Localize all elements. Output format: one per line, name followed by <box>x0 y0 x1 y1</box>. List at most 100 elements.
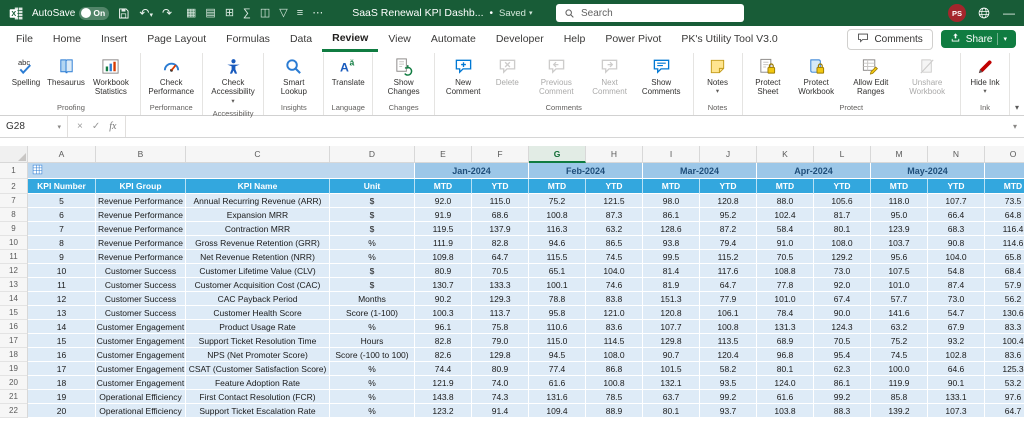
cell-value[interactable]: 109.8 <box>415 250 472 264</box>
cell-value[interactable]: 64.7 <box>700 278 757 292</box>
cell-value[interactable]: 87.4 <box>928 278 985 292</box>
cell-value[interactable]: 73.0 <box>814 264 871 278</box>
cell-value[interactable]: 63.2 <box>871 320 928 334</box>
header-ytd[interactable]: YTD <box>472 179 529 194</box>
cell-kpi-number[interactable]: 17 <box>28 362 96 376</box>
cell-A1[interactable] <box>28 163 415 179</box>
cell-value[interactable]: 117.6 <box>700 264 757 278</box>
cell-value[interactable]: 137.9 <box>472 222 529 236</box>
cell-value[interactable]: 125.3 <box>985 362 1024 376</box>
cell-value[interactable]: 61.6 <box>529 376 586 390</box>
cell-value[interactable]: 103.8 <box>757 404 814 418</box>
month-header-may-2024[interactable]: May-2024 <box>871 163 985 179</box>
cell-unit[interactable]: % <box>330 390 415 404</box>
cell-value[interactable]: 103.7 <box>871 236 928 250</box>
cell-kpi-group[interactable]: Customer Success <box>96 278 186 292</box>
row-header-10[interactable]: 10 <box>0 236 28 250</box>
cell-value[interactable]: 75.2 <box>871 334 928 348</box>
header-mtd[interactable]: MTD <box>529 179 586 194</box>
cell-value[interactable]: 64.8 <box>985 208 1024 222</box>
cell-kpi-number[interactable]: 20 <box>28 404 96 418</box>
collapse-ribbon-icon[interactable]: ▾ <box>1014 103 1019 112</box>
header-ytd[interactable]: YTD <box>586 179 643 194</box>
month-header-jan-2024[interactable]: Jan-2024 <box>415 163 529 179</box>
share-button[interactable]: Share ▾ <box>940 30 1016 48</box>
cell-value[interactable]: 115.0 <box>529 334 586 348</box>
row-header-13[interactable]: 13 <box>0 278 28 292</box>
cell-value[interactable]: 57.7 <box>871 292 928 306</box>
cell-kpi-group[interactable]: Revenue Performance <box>96 250 186 264</box>
cell-value[interactable]: 74.4 <box>415 362 472 376</box>
cell-kpi-number[interactable]: 16 <box>28 348 96 362</box>
cell-kpi-name[interactable]: NPS (Net Promoter Score) <box>186 348 330 362</box>
cell-value[interactable]: 54.8 <box>928 264 985 278</box>
cell-kpi-group[interactable]: Customer Engagement <box>96 362 186 376</box>
cell-kpi-group[interactable]: Customer Engagement <box>96 320 186 334</box>
cell-value[interactable]: 100.8 <box>586 376 643 390</box>
cell-value[interactable]: 65.1 <box>529 264 586 278</box>
cell-value[interactable]: 70.5 <box>757 250 814 264</box>
cell-kpi-name[interactable]: Feature Adoption Rate <box>186 376 330 390</box>
cell-kpi-group[interactable]: Revenue Performance <box>96 194 186 208</box>
cell-value[interactable]: 120.8 <box>643 306 700 320</box>
cell-value[interactable]: 111.9 <box>415 236 472 250</box>
avatar[interactable]: PS <box>948 4 966 22</box>
cell-value[interactable]: 82.8 <box>415 334 472 348</box>
cell-value[interactable]: 100.8 <box>700 320 757 334</box>
cell-value[interactable]: 99.5 <box>643 250 700 264</box>
cell-value[interactable]: 62.3 <box>814 362 871 376</box>
column-header-B[interactable]: B <box>96 146 186 163</box>
row-header-9[interactable]: 9 <box>0 222 28 236</box>
cell-value[interactable]: 53.2 <box>985 376 1024 390</box>
tab-home[interactable]: Home <box>52 33 81 45</box>
cell-value[interactable]: 74.3 <box>472 390 529 404</box>
thesaurus-button[interactable]: Thesaurus <box>46 55 86 89</box>
cell-value[interactable]: 65.8 <box>985 250 1024 264</box>
cell-value[interactable]: 82.6 <box>415 348 472 362</box>
column-header-D[interactable]: D <box>330 146 415 163</box>
redo-icon[interactable]: ↷ <box>161 6 173 20</box>
cell-value[interactable]: 95.4 <box>814 348 871 362</box>
protect-workbook-button[interactable]: Protect Workbook <box>789 55 843 99</box>
cell-value[interactable]: 115.2 <box>700 250 757 264</box>
cell-value[interactable]: 141.6 <box>871 306 928 320</box>
cell-value[interactable]: 90.7 <box>643 348 700 362</box>
cell-value[interactable]: 77.4 <box>529 362 586 376</box>
cell-value[interactable]: 99.2 <box>814 390 871 404</box>
view-gridlines-icon[interactable]: ≡ <box>296 6 304 19</box>
column-header-L[interactable]: L <box>814 146 871 163</box>
cell-unit[interactable]: $ <box>330 208 415 222</box>
column-header-C[interactable]: C <box>186 146 330 163</box>
cell-kpi-number[interactable]: 19 <box>28 390 96 404</box>
cell-value[interactable]: 81.7 <box>814 208 871 222</box>
cell-value[interactable]: 101.5 <box>643 362 700 376</box>
column-header-H[interactable]: H <box>586 146 643 163</box>
cell-value[interactable]: 80.9 <box>472 362 529 376</box>
cell-kpi-group[interactable]: Customer Engagement <box>96 348 186 362</box>
cell-value[interactable]: 94.5 <box>529 348 586 362</box>
cell-unit[interactable]: $ <box>330 264 415 278</box>
cell-kpi-group[interactable]: Customer Success <box>96 306 186 320</box>
cell-kpi-number[interactable]: 7 <box>28 222 96 236</box>
cell-value[interactable]: 91.9 <box>415 208 472 222</box>
cell-value[interactable]: 80.1 <box>814 222 871 236</box>
cell-kpi-group[interactable]: Revenue Performance <box>96 222 186 236</box>
cell-value[interactable]: 139.2 <box>871 404 928 418</box>
column-header-A[interactable]: A <box>28 146 96 163</box>
cell-value[interactable]: 118.0 <box>871 194 928 208</box>
cell-value[interactable]: 70.5 <box>472 264 529 278</box>
protect-sheet-button[interactable]: Protect Sheet <box>747 55 790 99</box>
cell-unit[interactable]: % <box>330 376 415 390</box>
cell-value[interactable]: 90.8 <box>928 236 985 250</box>
column-header-K[interactable]: K <box>757 146 814 163</box>
cell-value[interactable]: 97.6 <box>985 390 1024 404</box>
hide-ink-button[interactable]: Hide Ink ▾ <box>965 55 1005 98</box>
autosave-toggle[interactable]: AutoSave On <box>32 6 110 20</box>
cell-kpi-name[interactable]: Support Ticket Escalation Rate <box>186 404 330 418</box>
row-header-14[interactable]: 14 <box>0 292 28 306</box>
cell-kpi-number[interactable]: 13 <box>28 306 96 320</box>
cell-kpi-name[interactable]: Customer Acquisition Cost (CAC) <box>186 278 330 292</box>
new-comment-button[interactable]: New Comment <box>439 55 487 99</box>
excel-logo-icon[interactable]: X <box>8 5 25 22</box>
